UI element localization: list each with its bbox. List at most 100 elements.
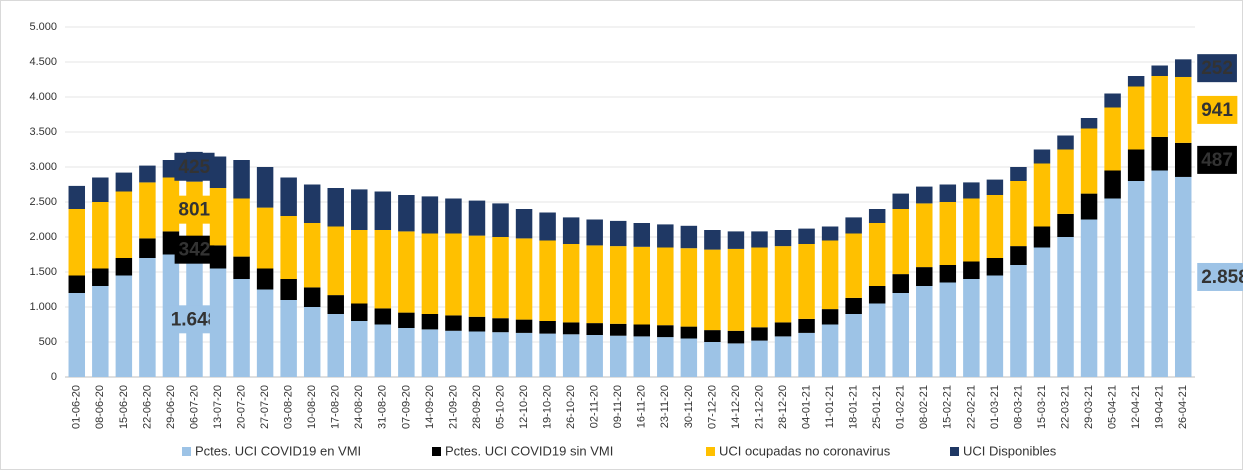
- bar-segment: [233, 256, 250, 279]
- bar-segment: [774, 246, 792, 323]
- x-tick-label: 05-04-21: [1107, 385, 1119, 429]
- bar-segment: [939, 282, 957, 377]
- bar-segment: [115, 258, 133, 276]
- bar-segment: [374, 324, 392, 377]
- bar-segment: [139, 165, 156, 183]
- bar-segment: [1010, 181, 1027, 247]
- bar-segment: [657, 337, 674, 377]
- x-tick-label: 03-08-20: [283, 385, 295, 429]
- value-label-box: [174, 152, 215, 181]
- x-tick-label: 22-02-21: [965, 385, 977, 429]
- bar-segment: [233, 198, 250, 257]
- bar-segment: [680, 225, 698, 249]
- bar-segment: [1057, 135, 1074, 150]
- bar-segment: [68, 185, 86, 209]
- bar-segment: [1104, 198, 1121, 377]
- bar-segment: [327, 226, 344, 296]
- y-tick-label: 0: [51, 371, 57, 383]
- bar-segment: [986, 258, 1004, 276]
- y-tick-label: 1.000: [29, 301, 57, 313]
- bar-segment: [680, 248, 698, 327]
- y-tick-label: 4.000: [29, 91, 57, 103]
- bar-segment: [492, 332, 509, 377]
- bar-segment: [139, 238, 156, 258]
- bar-segment: [209, 156, 227, 188]
- bar-segment: [1080, 193, 1098, 220]
- legend-label: Pctes. UCI COVID19 en VMI: [195, 443, 361, 458]
- bar-segment: [821, 240, 839, 310]
- bar-segment: [303, 184, 321, 223]
- bar-segment: [751, 231, 768, 248]
- bar-segment: [1127, 181, 1145, 377]
- bar-segment: [1174, 59, 1192, 77]
- bar-segment: [421, 233, 439, 314]
- bar-segment: [1080, 128, 1098, 194]
- bar-segment: [1033, 163, 1051, 227]
- bar-segment: [303, 287, 321, 307]
- bar-segment: [1127, 149, 1145, 181]
- bar-segment: [845, 297, 862, 314]
- bar-segment: [398, 195, 415, 232]
- value-label: 2.858: [1201, 267, 1243, 288]
- bar-segment: [1057, 149, 1074, 214]
- bar-segment: [209, 268, 227, 377]
- y-tick-label: 5.000: [29, 21, 57, 33]
- x-tick-label: 02-11-20: [589, 385, 601, 428]
- bar-segment: [1174, 76, 1192, 143]
- bar-segment: [1033, 226, 1051, 248]
- bar-segment: [939, 184, 957, 202]
- legend-swatch: [706, 447, 715, 456]
- value-label-box: [1197, 54, 1237, 83]
- bar-segment: [539, 212, 556, 241]
- legend-label: UCI ocupadas no coronavirus: [719, 443, 891, 458]
- bar-segment: [539, 333, 556, 377]
- y-tick-label: 1.500: [29, 266, 57, 278]
- bar-segment: [68, 275, 86, 293]
- bar-segment: [821, 226, 839, 241]
- bar-segment: [515, 238, 533, 320]
- x-tick-label: 07-09-20: [400, 385, 412, 429]
- bar-segment: [751, 327, 768, 341]
- y-tick-label: 2.500: [29, 196, 57, 208]
- x-tick-label: 28-12-20: [777, 385, 789, 429]
- bar-segment: [515, 319, 533, 333]
- bar-segment: [280, 177, 297, 216]
- x-tick-label: 16-11-20: [636, 385, 648, 428]
- bar-segment: [398, 328, 415, 377]
- bar-segment: [92, 286, 109, 377]
- bar-segment: [468, 316, 486, 332]
- x-tick-label: 09-11-20: [612, 385, 624, 428]
- bar-segment: [1033, 247, 1051, 377]
- bar-segment: [1174, 176, 1192, 377]
- bar-segment: [1151, 65, 1168, 76]
- bar-segment: [727, 248, 745, 331]
- bar-segment: [1010, 246, 1027, 265]
- x-tick-label: 30-11-20: [683, 385, 695, 428]
- bar-segment: [351, 189, 368, 230]
- bar-segment: [445, 330, 462, 377]
- x-tick-label: 25-01-21: [871, 385, 883, 429]
- value-label-box: [174, 235, 215, 264]
- legend-swatch: [182, 447, 191, 456]
- bar-segment: [1010, 265, 1027, 377]
- value-label-box: [174, 195, 215, 224]
- bar-segment: [115, 191, 133, 258]
- x-tick-label: 22-06-20: [141, 385, 153, 429]
- value-label: 941: [1201, 100, 1233, 121]
- bar-segment: [1057, 237, 1074, 377]
- bar-segment: [963, 279, 980, 377]
- bar-segment: [1080, 118, 1098, 129]
- bar-segment: [657, 247, 674, 326]
- x-tick-label: 20-07-20: [235, 385, 247, 429]
- x-tick-label: 07-12-20: [706, 385, 718, 429]
- bar-segment: [657, 325, 674, 338]
- bar-segment: [892, 274, 909, 293]
- bar-segment: [1151, 76, 1168, 137]
- bar-segment: [280, 216, 297, 279]
- bar-segment: [916, 186, 933, 204]
- bar-segment: [963, 198, 980, 262]
- bar-segment: [680, 338, 698, 377]
- bar-segment: [892, 293, 909, 377]
- bar-segment: [468, 200, 486, 236]
- bar-segment: [139, 182, 156, 239]
